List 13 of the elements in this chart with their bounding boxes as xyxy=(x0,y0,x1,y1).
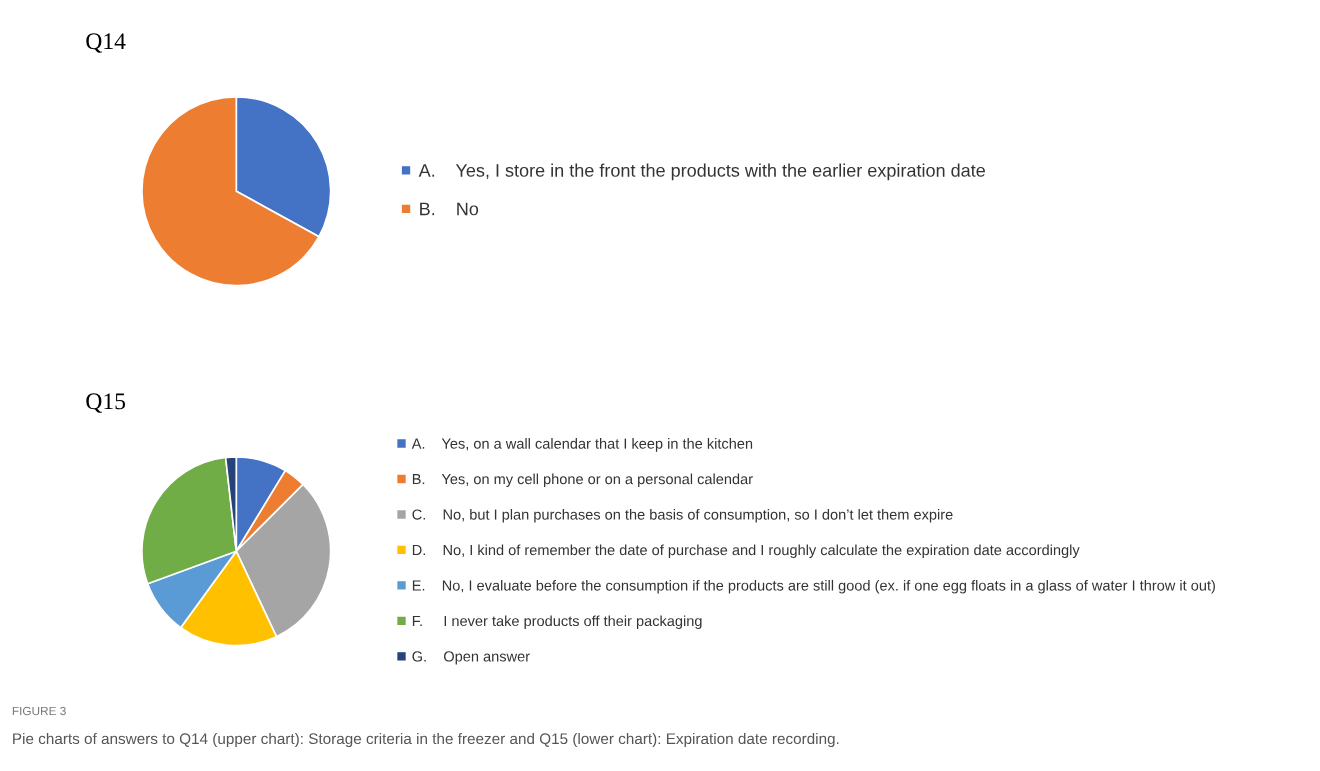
chart-title: Q14 xyxy=(86,33,126,53)
legend-label: F. I never take products off their packaging xyxy=(412,615,702,629)
legend-label: A. Yes, on a wall calendar that I keep in the kitchen xyxy=(411,438,753,452)
legend-label: B. Yes, on my cell phone or on a personal calendar xyxy=(412,473,753,488)
legend-label: C. No, but I plan purchases on the basis of consumption, so I don’t let them expire xyxy=(412,509,953,523)
text: Pie charts of answers to Q14 (upper chart): Storage criteria in the freezer and Q15 (lower chart): Expiration date recording. xyxy=(13,732,839,748)
legend-label: D. No, I kind of remember the date of purchase and I roughly calculate the expiration date accordingly xyxy=(412,544,1080,559)
legend-label: A. Yes, I store in the front the products with the earlier expiration date xyxy=(418,163,985,181)
legend-label: E. No, I evaluate before the consumption if the products are still good (ex. if one egg floats in a glass of water I throw it out) xyxy=(412,579,1215,594)
chart-title: Q15 xyxy=(86,393,126,413)
legend-label: B. No xyxy=(420,202,479,216)
legend-label: G. Open answer xyxy=(412,651,530,665)
caption: FIGURE 3 xyxy=(12,706,66,716)
